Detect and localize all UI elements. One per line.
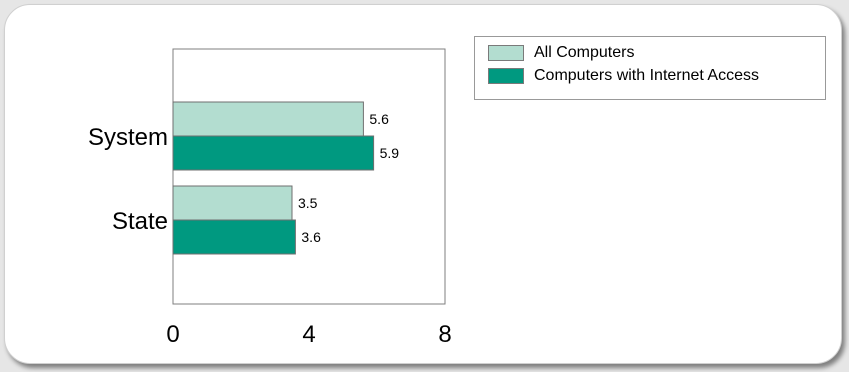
- legend-label-internet-access: Computers with Internet Access: [534, 67, 759, 84]
- legend: All Computers Computers with Internet Ac…: [474, 36, 826, 100]
- plot-area: [172, 48, 446, 305]
- bar-state-all-computers: [172, 185, 293, 221]
- category-label-system: System: [88, 124, 168, 151]
- legend-swatch-internet-access: [488, 68, 524, 84]
- chart-panel: 5.6 5.9 3.5 3.6 System State 0 4 8 All Compute…: [4, 4, 842, 364]
- bar-system-computers-with-internet-access: [172, 135, 375, 171]
- data-label-state-computers-with-internet-access: 3.6: [301, 229, 321, 245]
- x-axis-ticks: 0 4 8: [166, 321, 451, 348]
- legend-label-all-computers: All Computers: [534, 44, 635, 61]
- data-label-system-all-computers: 5.6: [369, 111, 389, 127]
- bars-group: 5.6 5.9 3.5 3.6: [172, 101, 400, 255]
- category-label-state: State: [112, 208, 168, 235]
- legend-item-all-computers: All Computers: [488, 44, 634, 62]
- x-tick-label-8: 8: [438, 321, 451, 348]
- legend-item-internet-access: Computers with Internet Access: [488, 67, 759, 85]
- bar-state-computers-with-internet-access: [172, 219, 296, 255]
- data-label-state-all-computers: 3.5: [298, 195, 318, 211]
- category-labels: System State: [88, 124, 168, 235]
- bar-system-all-computers: [172, 101, 364, 137]
- data-label-system-computers-with-internet-access: 5.9: [380, 145, 400, 161]
- x-tick-label-4: 4: [302, 321, 315, 348]
- bar-chart: 5.6 5.9 3.5 3.6 System State 0 4 8: [88, 48, 452, 348]
- x-tick-label-0: 0: [166, 321, 179, 348]
- legend-swatch-all-computers: [488, 45, 524, 61]
